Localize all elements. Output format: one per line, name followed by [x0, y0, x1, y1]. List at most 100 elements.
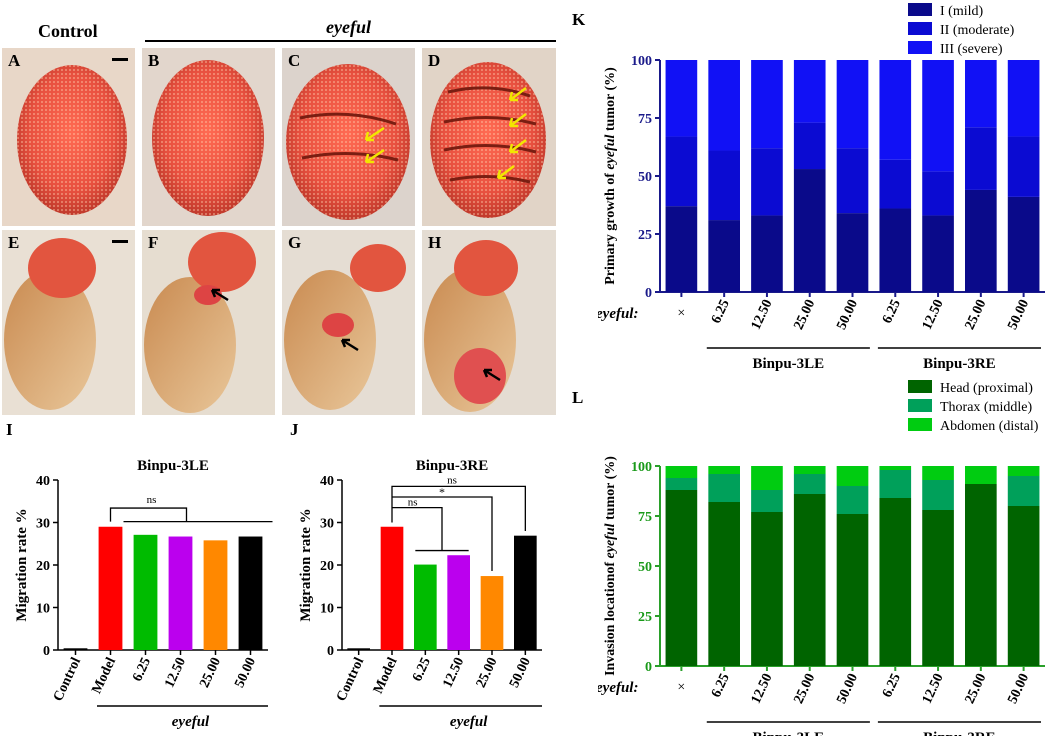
- bar-segment: [708, 502, 740, 666]
- y-axis-label: Migration rate %: [298, 508, 314, 621]
- chart-j: Binpu-3RE 0 10 20 30 40 Migration rate % Contro…: [298, 458, 542, 730]
- bar-50-00: [238, 536, 263, 650]
- scale-bar-a: [112, 58, 128, 61]
- bar-segment: [836, 466, 869, 486]
- bar-segment: [793, 122, 826, 170]
- x-tick-label: 6.25: [880, 671, 904, 700]
- sig-bracket-2: [392, 496, 493, 571]
- y-tick-label: 20: [320, 559, 334, 574]
- bar-segment: [922, 480, 954, 510]
- legend-swatch: [908, 380, 932, 393]
- bar-segment: [665, 466, 698, 478]
- panel-label-i: I: [6, 420, 13, 439]
- y-axis-label-part: Primary growth of: [603, 170, 618, 285]
- bar-segment: [879, 498, 912, 666]
- bar-12-50: [447, 555, 470, 650]
- y-tick-label: 30: [36, 517, 50, 532]
- bar-segment: [836, 60, 869, 149]
- panel-label-a: A: [8, 51, 21, 70]
- y-axis-label: Invasion locationof eyeful tumor (%): [603, 456, 618, 676]
- bar-segment: [879, 470, 912, 498]
- x-tick-label: 25.00: [791, 671, 818, 706]
- bar-segment: [665, 136, 698, 207]
- legend-label: III (severe): [940, 42, 1003, 57]
- fly-e: [4, 238, 96, 410]
- panel-label-l: L: [572, 388, 584, 407]
- x-tick-label: 12.50: [920, 671, 947, 706]
- bar-segment: [836, 486, 869, 514]
- y-tick-label: 75: [638, 112, 652, 127]
- bar-segment: [793, 169, 826, 292]
- chart-l: Head (proximal) Thorax (middle) Abdomen (d…: [598, 380, 1045, 736]
- bar-segment: [922, 60, 954, 172]
- y-tick-label: 10: [320, 602, 334, 617]
- bar-segment: [793, 60, 826, 123]
- chart-title: Binpu-3LE: [137, 458, 209, 474]
- panel-label-c: C: [288, 51, 301, 70]
- y-axis-label-part: tumor (%): [603, 456, 618, 524]
- yellow-arrows: [364, 87, 527, 180]
- x-tick-label: 50.00: [834, 671, 861, 706]
- bar-segment: [879, 159, 912, 209]
- bar-segment: [879, 208, 912, 292]
- legend-swatch: [908, 41, 932, 54]
- bar-model: [380, 526, 404, 650]
- bar-segment: [922, 171, 954, 216]
- x-tick-label: 50.00: [507, 655, 534, 690]
- bar-segment: [708, 474, 740, 502]
- bar-6-25: [414, 564, 437, 650]
- row-label: eyeful:: [598, 306, 638, 322]
- sig-label: ns: [447, 474, 457, 486]
- bar-segment: [922, 215, 954, 292]
- y-tick-label: 40: [36, 474, 50, 489]
- x-tick-label: 12.50: [749, 671, 776, 706]
- bar-control: [63, 648, 88, 650]
- legend-label: Abdomen (distal): [940, 419, 1039, 434]
- x-tick-label: 12.50: [749, 297, 776, 332]
- panel-label-e: E: [8, 233, 20, 252]
- bar-segment: [665, 478, 698, 490]
- legend-swatch: [908, 418, 932, 431]
- x-tick-label: 25.00: [963, 671, 990, 706]
- x-tick-label: 50.00: [1005, 297, 1032, 332]
- bar-segment: [836, 514, 869, 666]
- legend-swatch: [908, 399, 932, 412]
- bar-segment: [751, 148, 783, 216]
- y-tick-label: 25: [638, 228, 652, 243]
- bar-segment: [751, 466, 783, 490]
- bar-segment: [1007, 196, 1040, 292]
- bar-segment: [879, 466, 912, 470]
- bar-12-50: [168, 536, 193, 650]
- bar-model: [98, 526, 123, 650]
- eyeful-header: eyeful: [326, 17, 371, 37]
- group-label: Binpu-3LE: [752, 730, 824, 736]
- y-axis-label: Primary growth of eyeful tumor (%): [603, 67, 618, 285]
- bar-segment: [793, 466, 826, 474]
- bar-segment: [965, 484, 997, 666]
- scale-bar-e: [112, 240, 128, 243]
- black-arrows: [210, 288, 501, 382]
- y-tick-label: 0: [43, 644, 50, 659]
- legend-label: Thorax (middle): [940, 400, 1032, 415]
- legend-label: Head (proximal): [940, 381, 1033, 396]
- group-label: Binpu-3RE: [923, 730, 996, 736]
- bar-segment: [793, 494, 826, 666]
- bar-segment: [836, 213, 869, 292]
- y-tick-label: 50: [638, 560, 652, 575]
- bar-segment: [708, 60, 740, 151]
- bar-segment: [879, 60, 912, 160]
- y-tick-label: 100: [631, 54, 652, 69]
- bar-control: [347, 648, 370, 650]
- bar-segment: [922, 510, 954, 666]
- bar-segment: [665, 60, 698, 137]
- x-tick-label: 25.00: [963, 297, 990, 332]
- y-tick-label: 25: [638, 610, 652, 625]
- y-tick-label: 40: [320, 474, 334, 489]
- bar-segment: [965, 127, 997, 190]
- sig-label: ns: [147, 494, 157, 506]
- bar-50-00: [514, 535, 537, 650]
- x-tick-label: 50.00: [1005, 671, 1032, 706]
- chart-title: Binpu-3RE: [416, 458, 489, 474]
- chart-i: Binpu-3LE 0 10 20 30 40 Migration rate % Contro…: [14, 458, 273, 730]
- y-tick-label: 0: [645, 286, 652, 301]
